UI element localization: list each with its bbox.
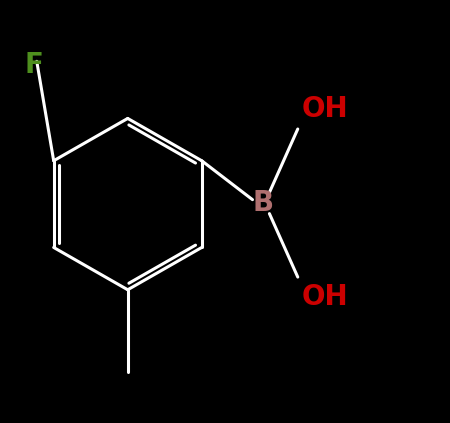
- Text: F: F: [24, 51, 43, 79]
- Text: OH: OH: [301, 95, 348, 123]
- Text: OH: OH: [301, 283, 348, 311]
- Text: B: B: [252, 189, 274, 217]
